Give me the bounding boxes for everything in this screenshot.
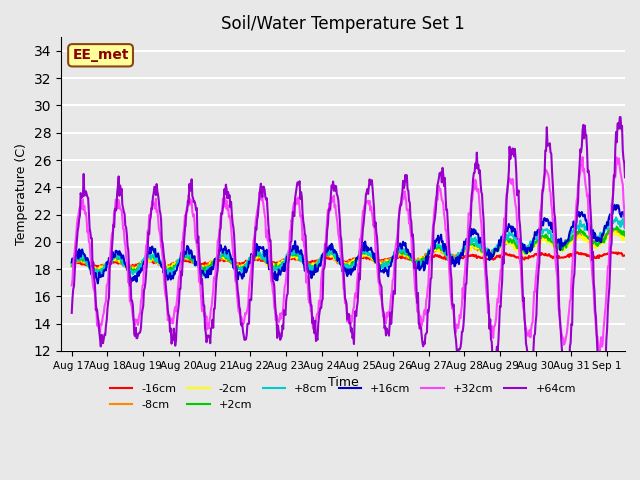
+32cm xyxy=(596,348,604,353)
+2cm xyxy=(621,232,629,238)
-2cm xyxy=(68,263,76,268)
-16cm xyxy=(479,254,486,260)
+64cm xyxy=(304,269,312,275)
+8cm xyxy=(479,249,486,255)
-8cm xyxy=(305,260,312,266)
+32cm xyxy=(324,209,332,215)
+2cm xyxy=(68,264,76,269)
Title: Soil/Water Temperature Set 1: Soil/Water Temperature Set 1 xyxy=(221,15,465,33)
+16cm xyxy=(611,202,618,208)
+16cm xyxy=(68,259,76,265)
+8cm xyxy=(68,259,76,264)
+32cm xyxy=(465,210,472,216)
-16cm xyxy=(95,264,103,270)
+2cm xyxy=(146,254,154,260)
+64cm xyxy=(68,310,76,316)
Legend: -16cm, -8cm, -2cm, +2cm, +8cm, +16cm, +32cm, +64cm: -16cm, -8cm, -2cm, +2cm, +8cm, +16cm, +3… xyxy=(106,380,580,414)
+16cm xyxy=(305,268,312,274)
-8cm xyxy=(70,260,78,266)
-8cm xyxy=(465,244,473,250)
Line: -2cm: -2cm xyxy=(72,231,625,271)
-2cm xyxy=(70,255,78,261)
+2cm xyxy=(465,242,473,248)
-8cm xyxy=(609,227,616,233)
+32cm xyxy=(145,212,153,218)
-16cm xyxy=(305,259,312,265)
+2cm xyxy=(93,271,101,276)
Line: -8cm: -8cm xyxy=(72,230,625,270)
+64cm xyxy=(621,174,629,180)
+32cm xyxy=(579,154,586,160)
-2cm xyxy=(621,236,629,241)
+8cm xyxy=(326,252,333,258)
Line: +2cm: +2cm xyxy=(72,227,625,274)
-2cm xyxy=(127,268,135,274)
-16cm xyxy=(146,258,154,264)
+8cm xyxy=(70,258,78,264)
Line: +8cm: +8cm xyxy=(72,217,625,276)
Text: EE_met: EE_met xyxy=(72,48,129,62)
+8cm xyxy=(612,215,620,220)
-8cm xyxy=(326,253,333,259)
+64cm xyxy=(478,192,486,197)
+64cm xyxy=(145,231,153,237)
-8cm xyxy=(91,267,99,273)
+2cm xyxy=(613,224,621,229)
+16cm xyxy=(94,280,102,286)
-8cm xyxy=(68,260,76,266)
-8cm xyxy=(146,257,154,263)
+8cm xyxy=(305,267,312,273)
-2cm xyxy=(465,242,473,248)
-2cm xyxy=(305,262,312,268)
-2cm xyxy=(479,251,486,257)
Y-axis label: Temperature (C): Temperature (C) xyxy=(15,143,28,245)
-16cm xyxy=(621,252,629,258)
-16cm xyxy=(572,249,580,255)
+16cm xyxy=(326,243,333,249)
+2cm xyxy=(70,257,78,263)
+32cm xyxy=(70,254,78,260)
-8cm xyxy=(479,247,486,253)
+64cm xyxy=(465,246,472,252)
+16cm xyxy=(479,246,486,252)
X-axis label: Time: Time xyxy=(328,376,358,389)
-2cm xyxy=(146,254,154,260)
Line: +16cm: +16cm xyxy=(72,205,625,283)
+64cm xyxy=(616,114,623,120)
+2cm xyxy=(479,249,486,255)
+64cm xyxy=(597,387,605,393)
Line: +64cm: +64cm xyxy=(72,117,625,390)
+2cm xyxy=(326,250,333,256)
+32cm xyxy=(478,232,486,238)
+32cm xyxy=(304,281,312,287)
+8cm xyxy=(99,273,106,279)
+2cm xyxy=(305,265,312,271)
+8cm xyxy=(621,225,629,231)
-16cm xyxy=(68,261,76,266)
+16cm xyxy=(621,214,629,220)
+64cm xyxy=(324,209,332,215)
+16cm xyxy=(70,262,78,267)
+8cm xyxy=(146,252,154,258)
+32cm xyxy=(68,283,76,288)
-2cm xyxy=(611,228,619,234)
-16cm xyxy=(70,259,78,265)
+8cm xyxy=(465,236,473,242)
+64cm xyxy=(70,283,78,289)
Line: +32cm: +32cm xyxy=(72,157,625,350)
-16cm xyxy=(326,256,333,262)
Line: -16cm: -16cm xyxy=(72,252,625,267)
-16cm xyxy=(465,253,473,259)
-2cm xyxy=(326,252,333,258)
+16cm xyxy=(146,245,154,251)
+32cm xyxy=(621,226,629,231)
-8cm xyxy=(621,235,629,240)
+16cm xyxy=(465,232,473,238)
